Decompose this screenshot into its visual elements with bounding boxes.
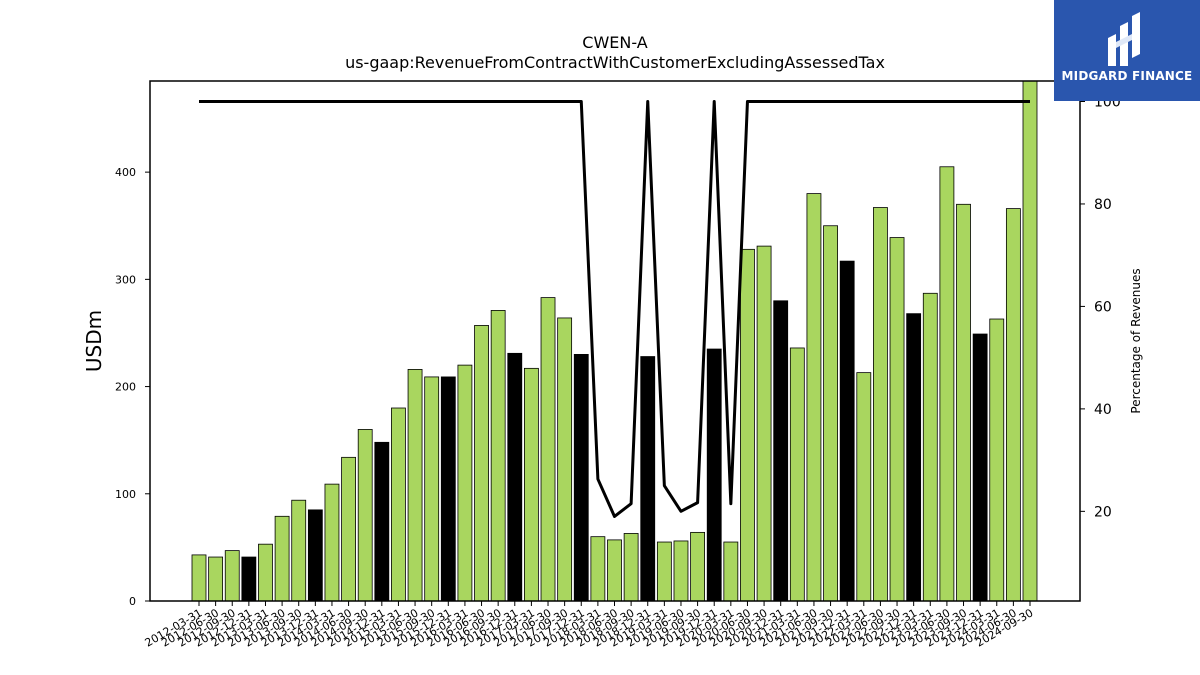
bar-2017-06-30 xyxy=(540,297,556,602)
bar-2021-12-31 xyxy=(839,260,855,602)
bar-2012-03-31 xyxy=(191,554,207,602)
bar-2024-06-30 xyxy=(1005,208,1021,602)
y2-tick-label: 80 xyxy=(1094,197,1112,213)
bar-2012-09-30 xyxy=(224,550,240,602)
bar-2013-03-31 xyxy=(258,543,273,602)
y-axis-label: USDm xyxy=(82,310,106,372)
bar-2022-03-31 xyxy=(856,372,872,602)
bar-2022-09-30 xyxy=(889,237,905,602)
bar-2021-09-30 xyxy=(823,225,838,602)
bar-2017-09-30 xyxy=(557,317,573,602)
bar-2019-12-31 xyxy=(706,348,722,602)
y-tick-label: 0 xyxy=(129,595,136,608)
bar-2013-09-30 xyxy=(291,499,307,602)
bar-2023-09-30 xyxy=(956,203,971,602)
y-tick-label: 200 xyxy=(115,381,136,394)
bar-2015-09-30 xyxy=(424,376,440,602)
bar-2020-12-31 xyxy=(773,300,789,602)
bar-2017-03-31 xyxy=(524,367,539,602)
bar-2018-12-31 xyxy=(640,356,656,602)
bar-2014-12-31 xyxy=(374,441,390,602)
bar-2023-06-30 xyxy=(939,166,955,602)
bar-2020-03-31 xyxy=(723,541,739,602)
bar-2018-03-31 xyxy=(590,536,606,602)
bar-2013-06-30 xyxy=(274,515,290,602)
bar-2021-03-31 xyxy=(789,347,805,602)
y-tick-label: 100 xyxy=(115,488,136,501)
bar-2014-03-31 xyxy=(324,483,340,602)
y2-tick-label: 60 xyxy=(1094,299,1112,315)
bar-2023-03-31 xyxy=(922,292,938,602)
bar-2015-03-31 xyxy=(391,407,406,602)
y-tick-label: 400 xyxy=(115,166,136,179)
bar-2024-03-31 xyxy=(989,318,1005,602)
bar-2019-06-30 xyxy=(673,540,689,602)
chart-title: CWEN-A xyxy=(582,33,647,52)
bar-2021-06-30 xyxy=(806,193,822,602)
midgard-finance-logo: MIDGARD FINANCE xyxy=(1054,0,1200,101)
bar-2013-12-31 xyxy=(307,509,323,602)
midgard-logo-icon xyxy=(1108,12,1140,66)
percentage-line xyxy=(199,99,1030,518)
logo-text: MIDGARD FINANCE xyxy=(1061,69,1193,83)
bar-2015-12-31 xyxy=(440,376,456,602)
bar-2018-06-30 xyxy=(607,539,622,602)
bar-2016-06-30 xyxy=(474,325,489,602)
bar-2020-06-30 xyxy=(740,248,755,602)
bar-2012-06-30 xyxy=(208,556,224,602)
bar-2014-06-30 xyxy=(341,456,356,602)
chart-subtitle: us-gaap:RevenueFromContractWithCustomerE… xyxy=(345,53,885,72)
bar-2020-09-30 xyxy=(756,245,772,602)
y2-tick-label: 40 xyxy=(1094,402,1112,418)
bar-2019-03-31 xyxy=(656,541,672,602)
bar-2019-09-30 xyxy=(690,531,705,602)
bar-2022-06-30 xyxy=(873,207,888,602)
bar-2024-09-30 xyxy=(1022,80,1038,602)
bar-2015-06-30 xyxy=(407,369,423,602)
y2-tick-label: 20 xyxy=(1094,504,1112,520)
bar-2018-09-30 xyxy=(623,533,639,602)
y-tick-label: 300 xyxy=(115,273,136,286)
bar-2017-12-31 xyxy=(573,353,589,602)
bar-2016-09-30 xyxy=(490,310,506,602)
bar-2023-12-31 xyxy=(972,333,988,602)
bar-2022-12-31 xyxy=(906,313,922,602)
bar-2016-12-31 xyxy=(507,352,523,602)
y2-axis-label: Percentage of Revenues xyxy=(1129,268,1143,413)
bar-2014-09-30 xyxy=(357,429,373,602)
bar-2012-12-31 xyxy=(241,556,257,602)
bar-2016-03-31 xyxy=(457,364,473,602)
